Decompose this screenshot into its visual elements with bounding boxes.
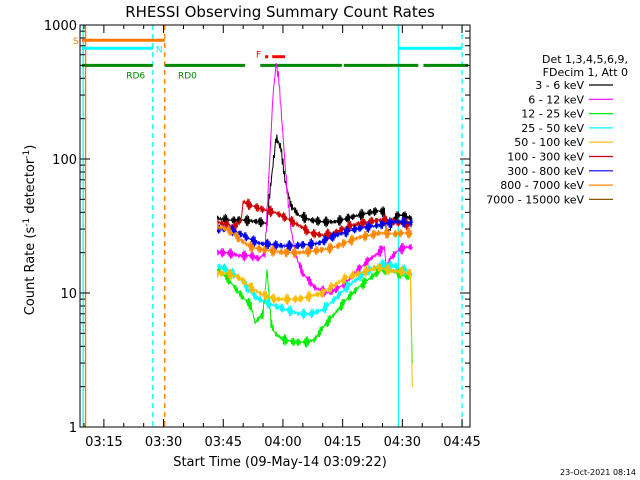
- series-lines: [216, 62, 413, 387]
- legend-header-line: Det 1,3,4,5,6,9,: [542, 53, 628, 66]
- series-line-100-300keV: [216, 198, 413, 241]
- x-axis-label: Start Time (09-May-14 03:09:22): [173, 455, 387, 470]
- x-tick-label: 03:15: [85, 435, 122, 450]
- series-line-800-7000keV: [216, 223, 413, 259]
- flare-label: F: [256, 51, 261, 61]
- y-axis-label-prefix: Count Rate (s: [23, 227, 38, 316]
- series-line-300-800keV: [216, 216, 413, 252]
- series-line-3-6keV: [216, 134, 413, 234]
- x-tick-label: 04:15: [324, 435, 361, 450]
- legend: Det 1,3,4,5,6,9,FDecim 1, Att 03 - 6 keV…: [486, 53, 628, 206]
- legend-entry-label: 7000 - 15000 keV: [486, 193, 584, 206]
- footer-timestamp: 23-Oct-2021 08:14: [560, 468, 636, 477]
- plot-frame: [79, 24, 471, 428]
- series-line-6-12keV: [216, 62, 413, 297]
- legend-entry-label: 50 - 100 keV: [514, 136, 584, 149]
- y-tick-label: 100: [52, 153, 77, 168]
- decimation-label: RD0: [178, 71, 197, 81]
- y-axis-label-exp-2: -1: [22, 150, 32, 159]
- x-tick-label: 04:30: [384, 435, 421, 450]
- legend-entry-label: 12 - 25 keV: [521, 108, 584, 121]
- y-tick-label: 1000: [44, 19, 77, 34]
- axes: 1 10 100 1000 03:15 03:30 03:45 04:00 04:15 04:30…: [44, 19, 481, 450]
- series-line-50-100keV: [216, 262, 413, 387]
- y-tick-label: 10: [60, 287, 77, 302]
- legend-entry-label: 300 - 800 keV: [507, 165, 584, 178]
- legend-entry-label: 25 - 50 keV: [521, 122, 584, 135]
- decimation-label: RD6: [126, 71, 145, 81]
- attenuator-label: S: [73, 37, 79, 47]
- y-axis-label-exp-1: -1: [22, 218, 32, 227]
- y-axis-label: Count Rate (s-1 detector-1): [22, 145, 38, 316]
- y-axis-label-mid: detector: [23, 158, 38, 218]
- series-line-25-50keV: [216, 258, 413, 320]
- x-tick-label: 04:00: [264, 435, 301, 450]
- legend-entry-label: 6 - 12 keV: [528, 93, 584, 106]
- y-tick-label: 1: [69, 421, 77, 436]
- saa-label: N: [156, 45, 163, 55]
- legend-entry-label: 3 - 6 keV: [535, 79, 584, 92]
- x-tick-label: 03:30: [145, 435, 182, 450]
- chart-title: RHESSI Observing Summary Count Rates: [125, 3, 435, 21]
- status-markers: S N F RD6 RD0: [73, 37, 469, 81]
- legend-header-line: FDecim 1, Att 0: [543, 66, 628, 79]
- y-axis-label-suffix: ): [23, 145, 38, 150]
- legend-entry-label: 100 - 300 keV: [507, 151, 584, 164]
- x-tick-label: 03:45: [205, 435, 242, 450]
- x-tick-label: 04:45: [443, 435, 480, 450]
- legend-entry-label: 800 - 7000 keV: [500, 179, 584, 192]
